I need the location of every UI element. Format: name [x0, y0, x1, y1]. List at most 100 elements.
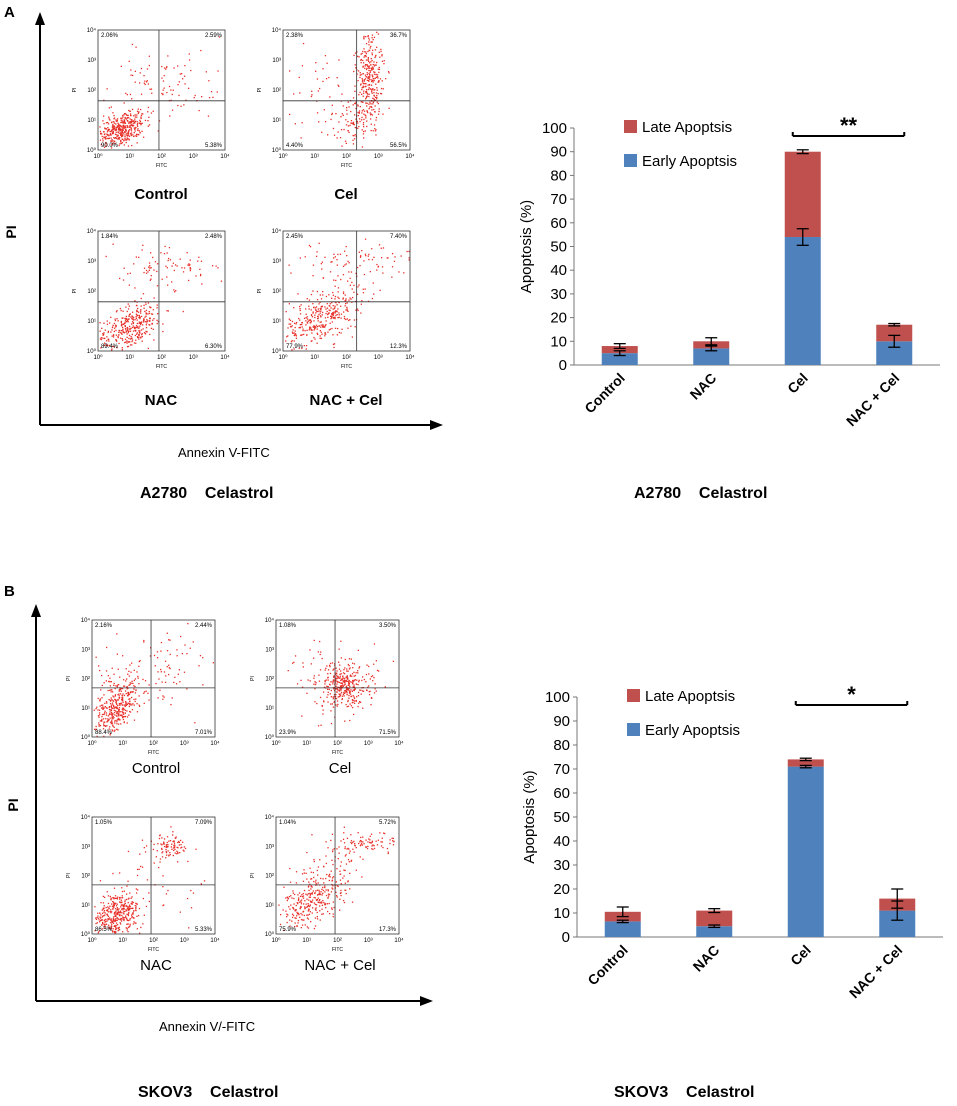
scatter-dot — [136, 124, 138, 126]
scatter-dot — [347, 859, 350, 861]
scatter-dot — [310, 663, 312, 665]
scatter-dot — [126, 722, 128, 724]
scatter-dot — [376, 94, 378, 97]
scatter-dot — [320, 901, 322, 903]
scatter-dot — [334, 305, 336, 307]
scatter-dot — [182, 849, 184, 851]
scatter-dot — [381, 55, 383, 57]
scatter-dot — [368, 77, 370, 80]
scatter-dot — [122, 317, 124, 319]
scatter-dot — [354, 688, 356, 690]
scatter-dot — [294, 123, 296, 125]
scatter-dot — [129, 325, 131, 328]
scatter-dot — [315, 890, 317, 892]
scatter-dot — [118, 684, 120, 686]
scatter-dot — [302, 893, 304, 895]
scatter-dot — [294, 326, 296, 329]
scatter-dot — [117, 909, 119, 911]
scatter-dot — [113, 125, 115, 127]
scatter-dot — [367, 84, 369, 86]
scatter-dot — [109, 921, 112, 924]
scatter-dot — [133, 669, 135, 671]
scatter-dot — [358, 118, 361, 120]
quadrant-percent-lr: 6.30% — [205, 344, 223, 350]
category-label: Control — [581, 370, 628, 417]
scatter-dot — [129, 110, 131, 112]
scatter-dot — [142, 324, 144, 326]
scatter-dot — [315, 70, 317, 72]
scatter-dot — [359, 74, 361, 76]
scatter-dot — [313, 860, 315, 863]
scatter-dot — [338, 85, 340, 87]
scatter-dot — [104, 337, 106, 340]
scatter-dot — [128, 328, 131, 330]
scatter-dot — [101, 718, 103, 721]
scatter-dot — [333, 279, 335, 281]
scatter-dot — [302, 880, 305, 882]
scatter-dot — [156, 285, 159, 287]
scatter-dot — [296, 911, 298, 913]
scatter-dot — [349, 703, 351, 705]
scatter-dot — [326, 62, 328, 64]
scatter-dot — [111, 716, 113, 718]
scatter-dot — [362, 288, 364, 290]
scatter-dot — [352, 695, 354, 697]
scatter-dot — [143, 692, 145, 694]
scatter-dot — [115, 912, 118, 914]
scatter-dot — [150, 278, 152, 280]
scatter-dot — [102, 706, 104, 708]
scatter-dot — [192, 641, 194, 643]
quadrant-percent-lr: 56.5% — [390, 143, 408, 149]
scatter-dot — [136, 135, 138, 137]
scatter-dot — [139, 316, 141, 319]
scatter-dot — [111, 722, 113, 724]
scatter-dot — [355, 67, 357, 69]
scatter-dot — [295, 909, 297, 911]
scatter-dot — [141, 336, 143, 338]
scatter-dot — [354, 674, 357, 677]
scatter-dot — [129, 923, 131, 925]
scatter-dot — [296, 913, 299, 915]
scatter-dot — [316, 112, 319, 114]
scatter-dot — [116, 347, 118, 349]
scatter-dot — [114, 925, 116, 927]
scatter-dot — [125, 118, 127, 120]
scatter-dot — [324, 891, 326, 893]
quadrant-percent-ul: 2.06% — [101, 33, 119, 39]
scatter-dot — [116, 653, 118, 655]
scatter-dot — [348, 691, 351, 693]
scatter-dot — [331, 703, 333, 705]
scatter-dot — [317, 318, 319, 320]
scatter-dot — [119, 337, 122, 339]
scatter-dot — [336, 677, 338, 680]
scatter-dot — [378, 71, 380, 73]
scatter-dot — [338, 121, 340, 123]
scatter-dot — [327, 691, 329, 693]
scatter-dot — [112, 695, 114, 697]
scatter-dot — [121, 347, 123, 349]
scatter-dot — [155, 856, 157, 858]
scatter-dot — [314, 925, 317, 927]
scatter-dots — [93, 623, 214, 737]
flow-plot-cel: 2.38% 36.7%4.40% 56.5%10⁰10⁰10¹10¹10²10²10… — [257, 27, 415, 169]
scatter-dot — [168, 247, 171, 249]
scatter-dots — [287, 639, 395, 727]
scatter-dot — [303, 333, 305, 336]
scatter-dot — [315, 62, 317, 64]
scatter-dot — [139, 317, 141, 320]
scatter-dot — [342, 274, 345, 276]
scatter-dot — [148, 266, 150, 268]
scatter-dot — [99, 700, 101, 702]
scatter-dot — [321, 657, 323, 660]
scatter-dot — [132, 319, 135, 321]
scatter-dot — [307, 918, 310, 920]
scatter-dot — [121, 699, 123, 701]
scatter-dot — [338, 681, 341, 684]
scatter-dot — [144, 80, 146, 82]
scatter-dot — [120, 714, 122, 717]
scatter-dot — [342, 681, 344, 683]
scatter-dot — [351, 673, 354, 675]
scatter-dot — [108, 135, 110, 137]
scatter-dot — [130, 133, 132, 136]
scatter-dot — [163, 87, 165, 89]
